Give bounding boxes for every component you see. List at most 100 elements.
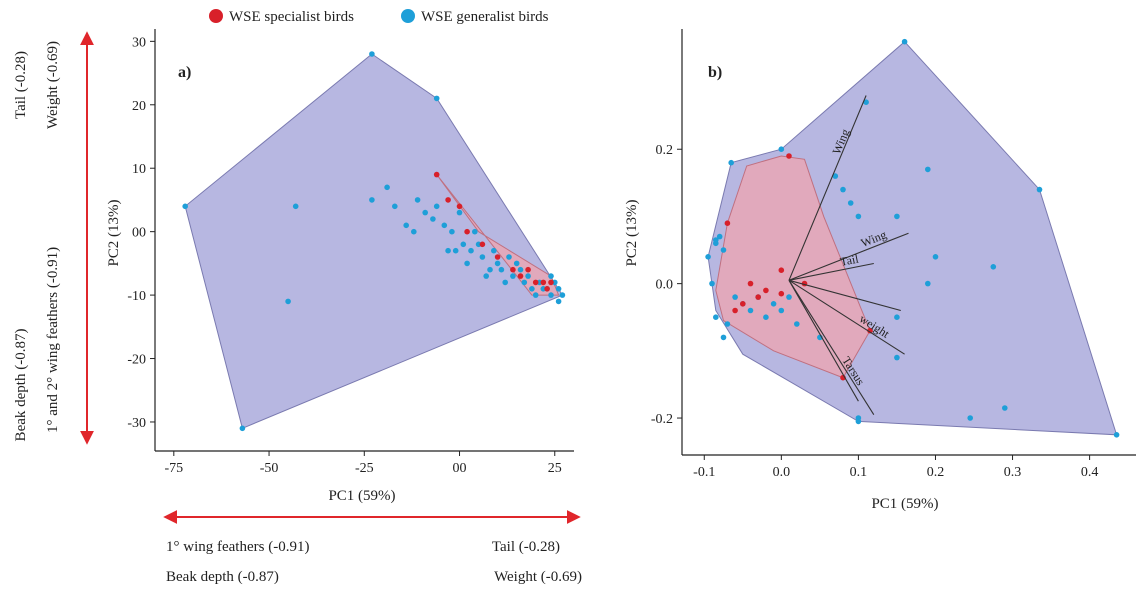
panel-a-generalist-point (414, 197, 421, 203)
panel-b-specialist-point (778, 290, 785, 297)
panel-b-generalist-point (705, 253, 711, 260)
panel-a-y-tick-label: 20 (132, 99, 146, 114)
x-annotation-right-a: Tail (-0.28) (492, 539, 560, 555)
panel-b-generalist-point (778, 307, 785, 314)
panel-a-generalist-point (403, 222, 410, 229)
legend-generalist-label: WSE generalist birds (421, 9, 549, 25)
panel-a-specialist-point (510, 266, 516, 273)
panel-a-generalist-point (555, 298, 562, 305)
y-annotation-top-b: Weight (-0.69) (45, 41, 61, 129)
panel-b-vector-label: Tail (839, 251, 861, 268)
panel-b-generalist-point (763, 314, 769, 321)
panel-b-generalist-point (894, 354, 900, 361)
panel-a-specialist-point (540, 279, 547, 286)
panel-a-x-tick-label: 00 (453, 461, 467, 476)
panel-a-generalist-point (449, 228, 455, 235)
panel-b-generalist-point (770, 301, 777, 307)
panel-b-generalist-point (709, 280, 715, 287)
panel-a-generalist-point (411, 228, 417, 235)
panel-a-y-tick-label: 00 (132, 226, 146, 241)
panel-b-specialist-point (755, 294, 761, 300)
panel-b-y-tick-label: 0.0 (656, 278, 674, 293)
panel-b-generalist-point (932, 253, 939, 260)
panel-a-generalist-hull (184, 53, 564, 429)
panel-a-generalist-point (491, 247, 497, 254)
panel-a-generalist-point (430, 216, 436, 222)
panel-a-generalist-point (559, 292, 566, 298)
panel-a-generalist-point (502, 279, 509, 286)
x-annotation-left-b: Beak depth (-0.87) (166, 569, 279, 585)
panel-a-generalist-point (487, 266, 493, 273)
panel-b-x-tick-label: 0.4 (1081, 465, 1099, 480)
panel-a-x-tick-label: 25 (548, 461, 562, 476)
panel-b-y-axis-label: PC2 (13%) (624, 199, 640, 266)
legend: WSE specialist birds WSE generalist bird… (209, 9, 549, 25)
panel-b-generalist-point (1036, 186, 1043, 193)
panel-b-generalist-point (728, 159, 734, 166)
panel-a-generalist-point (510, 273, 516, 279)
panel-a-generalist-point (555, 286, 562, 292)
panel-b-generalist-point (1002, 405, 1008, 411)
panel-a-specialist-point (544, 286, 550, 292)
panel-b-generalist-point (990, 264, 997, 270)
panel-b-specialist-point (778, 267, 785, 274)
panel-a-generalist-point (498, 266, 505, 273)
panel-a-specialist-point (525, 266, 531, 273)
panel-b-generalist-point (724, 321, 731, 327)
panel-b-generalist-point (925, 280, 931, 287)
panel-a-y-tick-label: -10 (127, 289, 146, 304)
panel-a-generalist-point (479, 254, 486, 260)
panel-b-y-tick-label: 0.2 (656, 143, 674, 158)
panel-b-generalist-point (840, 186, 846, 193)
panel-b-x-tick-label: 0.2 (927, 465, 945, 480)
panel-a-y-tick-label: 10 (132, 162, 146, 177)
panel-a-generalist-point (422, 209, 429, 216)
panel-b-generalist-point (747, 307, 754, 314)
x-annotation-right-b: Weight (-0.69) (494, 569, 582, 585)
panel-a-generalist-point (483, 273, 490, 279)
panel-a-specialist-point (532, 279, 539, 286)
panel-b-loading-vector (788, 262, 874, 281)
panel-a-generalist-point (494, 260, 501, 267)
panel-a-generalist-point (468, 247, 474, 254)
panel-a-generalist-point (392, 203, 398, 210)
panel-b-specialist-point (747, 280, 754, 287)
panel-a-generalist-point (285, 298, 291, 305)
panel-b-x-tick-label: -0.1 (693, 465, 715, 480)
panel-a-specialist-point (445, 197, 451, 203)
panel-b-generalist-point (720, 247, 727, 253)
panel-a-generalist-point (369, 197, 375, 203)
panel-b-specialist-point (740, 301, 746, 307)
panel-a-specialist-point (464, 228, 470, 235)
panel-a-y-tick-label: -30 (127, 416, 146, 431)
panel-b-generalist-point (855, 213, 862, 220)
panel-a-generalist-point (548, 292, 554, 298)
panel-b-generalist-point (894, 314, 900, 321)
x-annotation-left-a: 1° wing feathers (-0.91) (166, 539, 309, 555)
panel-b-x-tick-label: 0.0 (773, 465, 791, 480)
panel-a-generalist-point (464, 260, 470, 267)
panel-b-loading-vector (788, 279, 901, 312)
panel-a-generalist-point (548, 273, 554, 279)
panel-a-generalist-point (182, 203, 188, 210)
panel-a-generalist-point (529, 286, 535, 292)
panel-a-specialist-point (494, 254, 501, 260)
panel-b-generalist-point (863, 99, 869, 105)
panel-b-generalist-point (855, 415, 862, 421)
panel-b-generalist-point (794, 321, 800, 327)
panel-b-label: b) (708, 64, 722, 81)
panel-a-label: a) (178, 64, 191, 81)
panel-b-generalist-point (847, 200, 854, 206)
panel-a-generalist-point (532, 292, 539, 298)
panel-b-loading-vector (788, 279, 905, 355)
panel-a-x-tick-label: -75 (164, 461, 183, 476)
panel-b-y-tick-label: -0.2 (651, 412, 673, 427)
panel-b-specialist-point (724, 220, 731, 226)
panel-b-generalist-point (716, 233, 723, 240)
panel-b-loading-vector (788, 280, 859, 402)
panel-b-generalist-point (732, 294, 738, 300)
legend-specialist-label: WSE specialist birds (229, 9, 354, 25)
panel-a-generalist-point (521, 279, 528, 286)
panel-a-generalist-point (525, 273, 531, 279)
